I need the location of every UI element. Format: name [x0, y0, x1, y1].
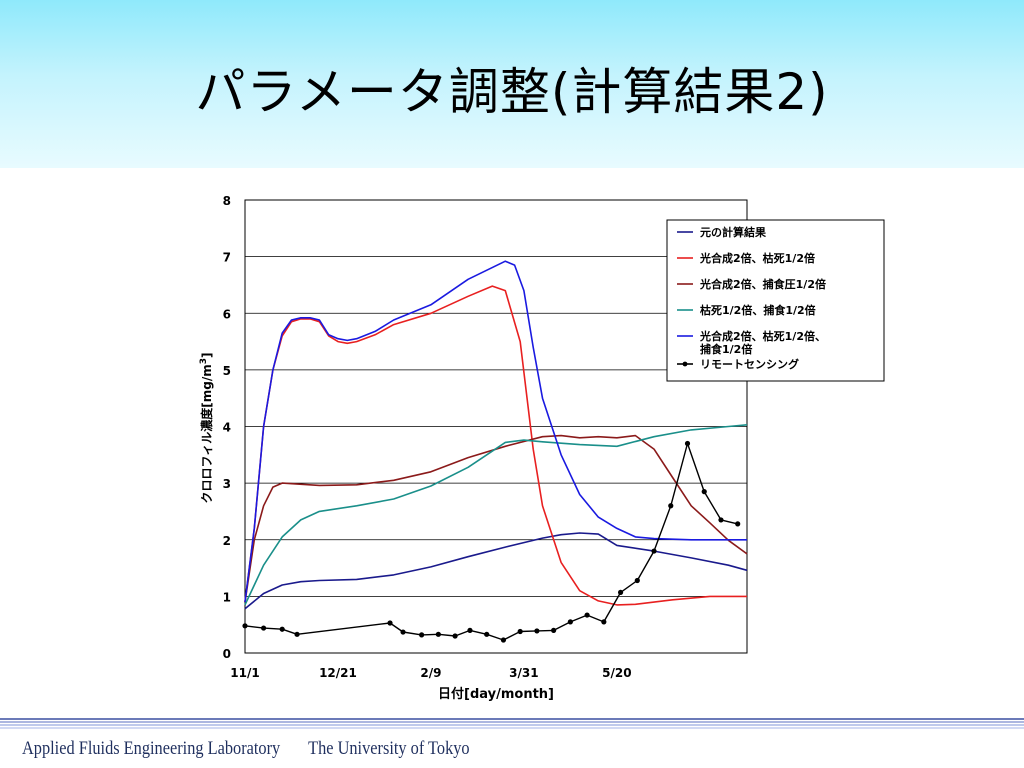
y-tick-label: 2	[223, 534, 231, 548]
x-tick-label: 3/31	[509, 666, 538, 680]
x-axis-ticks: 11/1 12/21 2/9 3/31 5/20	[230, 666, 631, 680]
data-point	[387, 620, 393, 626]
x-tick-label: 2/9	[420, 666, 441, 680]
data-point	[668, 503, 674, 509]
series-line-3	[244, 434, 748, 603]
data-point	[567, 619, 573, 625]
legend-label: 枯死1/2倍、捕食1/2倍	[700, 303, 816, 317]
slide-title: パラメータ調整(計算結果2)	[195, 63, 829, 121]
series-layer	[242, 260, 748, 643]
footer-university: The University of Tokyo	[308, 738, 470, 759]
y-axis-label: クロロフィル濃度[mg/m3]	[199, 353, 214, 504]
legend-label: 捕食1/2倍	[700, 342, 752, 356]
data-point	[260, 625, 267, 631]
plot-frame	[244, 199, 748, 654]
data-point	[718, 517, 724, 523]
data-point	[452, 633, 458, 639]
data-point	[500, 637, 507, 643]
legend-label: リモートセンシング	[700, 357, 799, 371]
data-point	[435, 631, 441, 637]
data-point	[651, 548, 657, 554]
data-point	[242, 623, 248, 629]
legend-label: 光合成2倍、枯死1/2倍、	[699, 329, 826, 343]
y-tick-label: 7	[223, 251, 231, 265]
y-tick-label: 0	[223, 647, 231, 661]
data-point	[484, 631, 490, 637]
data-point	[551, 627, 557, 633]
y-tick-label: 8	[223, 194, 231, 208]
chart-legend: 元の計算結果光合成2倍、枯死1/2倍光合成2倍、捕食圧1/2倍枯死1/2倍、捕食…	[666, 219, 885, 382]
x-tick-label: 12/21	[319, 666, 357, 680]
title-banner: パラメータ調整(計算結果2)	[0, 0, 1024, 168]
y-tick-label: 5	[223, 364, 231, 378]
data-point	[684, 440, 691, 447]
data-point	[617, 589, 624, 596]
legend-label: 光合成2倍、捕食圧1/2倍	[699, 277, 826, 291]
data-point	[735, 521, 741, 527]
legend-label: 元の計算結果	[700, 225, 766, 239]
data-point	[584, 612, 590, 618]
footer: Applied Fluids Engineering Laboratory Th…	[22, 738, 494, 760]
data-point	[534, 628, 540, 634]
data-point	[634, 577, 640, 584]
y-tick-label: 1	[223, 590, 231, 604]
legend-box	[666, 219, 885, 382]
y-tick-label: 3	[223, 477, 231, 491]
data-point	[279, 626, 285, 632]
data-point	[419, 632, 425, 638]
gridlines	[245, 256, 747, 597]
series-line-2	[244, 285, 747, 606]
legend-marker	[682, 361, 688, 367]
data-point	[400, 629, 406, 635]
footer-divider	[0, 718, 1024, 729]
series-line-1	[244, 532, 748, 610]
x-tick-label: 11/1	[230, 666, 259, 680]
y-tick-label: 4	[223, 421, 231, 435]
series-line-6	[244, 442, 738, 641]
footer-lab-name: Applied Fluids Engineering Laboratory	[22, 738, 281, 759]
x-axis-label: 日付[day/month]	[438, 686, 554, 702]
data-point	[701, 489, 707, 495]
y-tick-label: 6	[223, 307, 231, 321]
legend-label: 光合成2倍、枯死1/2倍	[699, 251, 815, 265]
series-line-4	[244, 424, 748, 606]
x-tick-label: 5/20	[602, 666, 631, 680]
data-point	[467, 627, 473, 633]
data-point	[517, 628, 523, 635]
data-point	[601, 619, 607, 625]
y-axis-ticks: 0 1 2 3 4 5 6 7 8	[223, 194, 231, 661]
data-point	[294, 631, 300, 637]
series-line-5	[244, 260, 747, 603]
